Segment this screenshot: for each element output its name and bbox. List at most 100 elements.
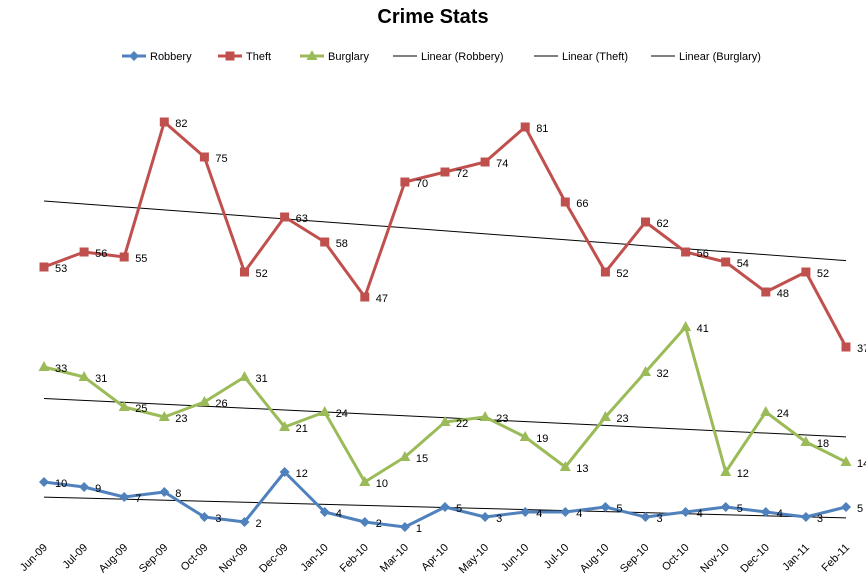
data-label-robbery: 1: [416, 523, 422, 535]
point-theft: [641, 217, 650, 227]
data-label-theft: 70: [416, 178, 428, 190]
chart-title: Crime Stats: [377, 6, 489, 28]
point-burglary: [38, 361, 50, 371]
legend-marker-burglary: [306, 50, 318, 60]
data-label-theft: 56: [697, 248, 709, 260]
point-burglary: [158, 411, 170, 421]
point-theft: [159, 117, 169, 127]
point-burglary: [239, 371, 250, 381]
point-burglary: [800, 436, 812, 446]
legend-item-theft: Theft: [218, 51, 271, 63]
x-tick-label: Mar-10: [378, 542, 411, 575]
data-label-theft: 37: [857, 343, 866, 355]
data-label-robbery: 7: [135, 493, 141, 505]
point-robbery: [279, 467, 290, 477]
x-tick-label: Sep-09: [137, 542, 171, 576]
data-label-robbery: 2: [376, 518, 382, 530]
point-robbery: [79, 482, 90, 492]
x-axis-ticks: Jun-09 Jul-09 Aug-09 Sep-09 Oct-09 Nov-09 Dec-…: [18, 542, 852, 576]
legend-label: Burglary: [328, 51, 369, 63]
x-tick-label: Oct-10: [660, 542, 692, 574]
legend-item-robbery: Robbery: [122, 51, 192, 63]
legend-item-linear-burglary: Linear (Burglary): [651, 51, 761, 63]
point-theft: [79, 247, 89, 257]
x-tick-label: Jun-09: [18, 542, 50, 574]
legend-label: Robbery: [150, 51, 192, 63]
point-theft: [801, 267, 811, 277]
data-label-burglary: 14: [857, 458, 866, 470]
point-theft: [761, 287, 771, 297]
x-tick-label: Aug-10: [578, 542, 612, 576]
point-burglary: [840, 456, 852, 466]
x-tick-label: Aug-09: [97, 542, 131, 576]
x-tick-label: Jun-10: [499, 542, 531, 574]
data-label-theft: 72: [456, 168, 468, 180]
data-label-burglary: 23: [616, 413, 628, 425]
x-tick-label: May-10: [457, 542, 491, 576]
point-burglary: [519, 431, 531, 441]
point-burglary: [760, 406, 772, 416]
data-label-theft: 74: [496, 158, 508, 170]
point-burglary: [198, 396, 210, 406]
point-theft: [721, 257, 731, 267]
x-tick-label: Dec-10: [738, 542, 772, 576]
data-label-theft: 53: [55, 263, 67, 275]
point-theft: [240, 267, 249, 277]
point-theft: [480, 157, 490, 167]
point-theft: [600, 267, 610, 277]
point-theft: [520, 122, 530, 132]
point-theft: [360, 292, 370, 302]
point-robbery: [319, 507, 330, 517]
point-robbery: [600, 502, 611, 512]
point-robbery: [359, 517, 370, 527]
legend-item-linear-robbery: Linear (Robbery): [393, 51, 504, 63]
data-label-theft: 81: [536, 123, 548, 135]
data-label-robbery: 3: [817, 513, 823, 525]
data-label-burglary: 33: [55, 363, 67, 375]
point-burglary: [720, 466, 732, 476]
data-label-robbery: 4: [697, 508, 703, 520]
data-label-theft: 52: [616, 268, 628, 280]
data-label-burglary: 21: [296, 423, 308, 435]
data-label-theft: 63: [296, 213, 308, 225]
point-robbery: [199, 512, 210, 522]
legend-marker-robbery: [129, 51, 139, 61]
data-label-robbery: 2: [256, 518, 262, 530]
point-theft: [560, 197, 570, 207]
point-robbery: [119, 492, 130, 502]
point-robbery: [680, 507, 691, 517]
point-theft: [320, 237, 330, 247]
point-burglary: [399, 451, 411, 461]
point-burglary: [359, 476, 371, 486]
data-label-robbery: 5: [456, 503, 462, 515]
data-label-robbery: 5: [857, 503, 863, 515]
point-theft: [119, 252, 129, 262]
point-theft: [39, 262, 49, 272]
data-label-burglary: 10: [376, 478, 388, 490]
point-robbery: [440, 502, 450, 512]
point-robbery: [560, 507, 571, 517]
data-label-theft: 54: [737, 258, 749, 270]
data-label-robbery: 8: [175, 488, 181, 500]
point-theft: [841, 342, 851, 352]
x-tick-label: Feb-10: [338, 542, 371, 575]
point-robbery: [159, 487, 170, 497]
data-label-theft: 52: [817, 268, 829, 280]
data-label-robbery: 10: [55, 478, 67, 490]
trendline-theft: [43, 200, 847, 262]
legend-label: Linear (Theft): [562, 51, 628, 63]
point-robbery: [841, 502, 851, 512]
data-label-theft: 55: [135, 253, 147, 265]
x-tick-label: Jan-10: [299, 542, 331, 574]
point-burglary: [118, 401, 130, 411]
data-label-burglary: 23: [496, 413, 508, 425]
legend-label: Linear (Burglary): [679, 51, 761, 63]
data-label-burglary: 18: [817, 438, 829, 450]
point-burglary: [439, 416, 451, 426]
x-tick-label: Jan-11: [780, 542, 812, 574]
point-burglary: [680, 321, 692, 331]
point-robbery: [720, 502, 731, 512]
point-robbery: [239, 517, 250, 527]
data-label-robbery: 3: [657, 513, 663, 525]
